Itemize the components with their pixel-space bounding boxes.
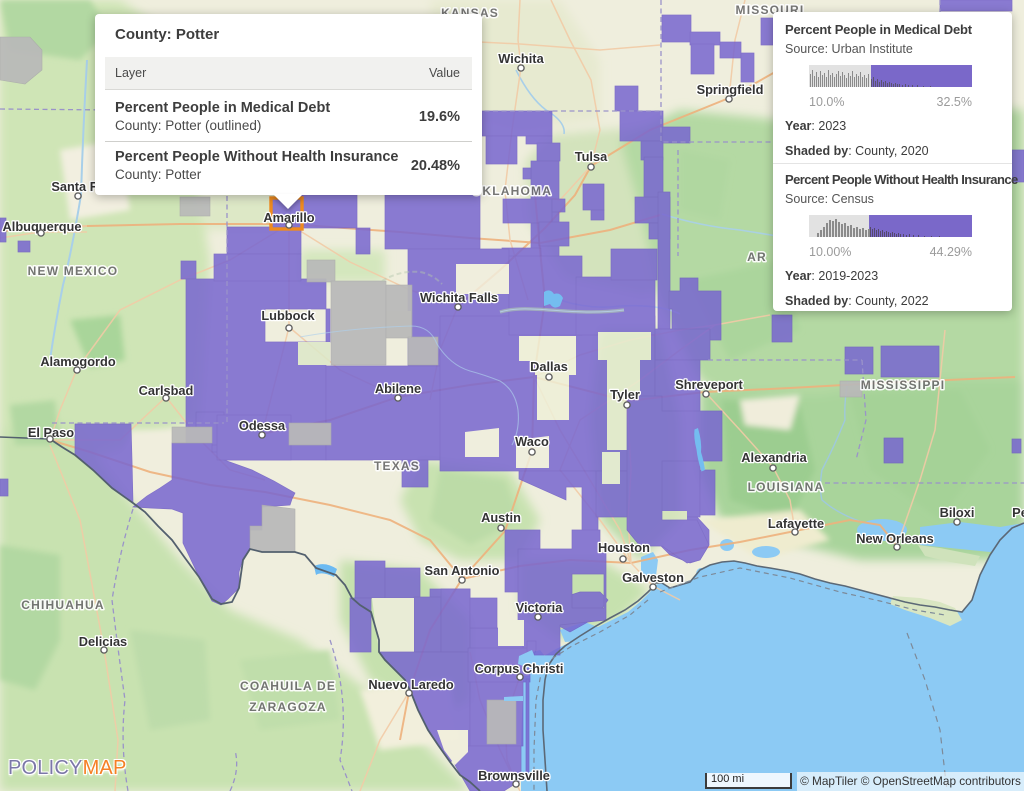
svg-text:LOUISIANA: LOUISIANA <box>748 480 825 494</box>
svg-text:MISSISSIPPI: MISSISSIPPI <box>861 378 946 392</box>
svg-text:NEW MEXICO: NEW MEXICO <box>28 264 119 278</box>
svg-text:Waco: Waco <box>515 434 549 449</box>
svg-text:Amarillo: Amarillo <box>263 210 314 225</box>
svg-text:Wichita Falls: Wichita Falls <box>420 290 498 305</box>
svg-text:Alamogordo: Alamogordo <box>40 354 116 369</box>
svg-text:Wichita: Wichita <box>498 51 544 66</box>
svg-text:Santa Fe: Santa Fe <box>51 179 104 194</box>
svg-text:Abilene: Abilene <box>375 381 421 396</box>
svg-text:Brownsville: Brownsville <box>478 768 550 783</box>
svg-text:Delicias: Delicias <box>79 634 127 649</box>
svg-text:Lafayette: Lafayette <box>768 516 824 531</box>
svg-text:Shreveport: Shreveport <box>675 377 743 392</box>
svg-text:OKLAHOMA: OKLAHOMA <box>472 184 552 198</box>
svg-text:TEXAS: TEXAS <box>374 459 420 473</box>
svg-text:ZARAGOZA: ZARAGOZA <box>249 700 327 714</box>
svg-text:Nuevo Laredo: Nuevo Laredo <box>368 677 454 692</box>
svg-text:COAHUILA DE: COAHUILA DE <box>240 679 336 693</box>
svg-text:Albuquerque: Albuquerque <box>3 219 82 234</box>
svg-text:Galveston: Galveston <box>622 570 684 585</box>
svg-text:Corpus Christi: Corpus Christi <box>475 661 564 676</box>
svg-text:CHIHUAHUA: CHIHUAHUA <box>21 598 104 612</box>
svg-text:Austin: Austin <box>481 510 521 525</box>
svg-text:Odessa: Odessa <box>239 418 286 433</box>
svg-text:New Orleans: New Orleans <box>856 531 934 546</box>
svg-text:Tyler: Tyler <box>610 387 640 402</box>
svg-text:Alexandria: Alexandria <box>741 450 807 465</box>
svg-text:Biloxi: Biloxi <box>940 505 975 520</box>
svg-text:Lubbock: Lubbock <box>261 308 315 323</box>
svg-text:Victoria: Victoria <box>516 600 564 615</box>
svg-text:Houston: Houston <box>598 540 650 555</box>
svg-text:AR: AR <box>747 250 767 264</box>
svg-text:San Antonio: San Antonio <box>425 563 500 578</box>
svg-text:El Paso: El Paso <box>28 425 74 440</box>
svg-text:Carlsbad: Carlsbad <box>139 383 194 398</box>
svg-text:Tulsa: Tulsa <box>575 149 608 164</box>
svg-text:Pe: Pe <box>1012 505 1024 520</box>
svg-text:Springfield: Springfield <box>697 82 764 97</box>
svg-text:Dallas: Dallas <box>530 359 568 374</box>
